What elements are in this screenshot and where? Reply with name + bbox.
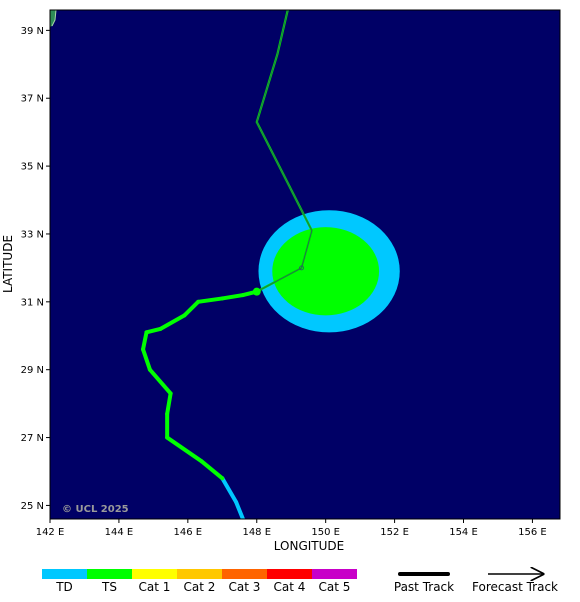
lon-tick-label: 144 E <box>105 527 134 538</box>
copyright-label: © UCL 2025 <box>62 504 129 515</box>
lon-tick-label: 146 E <box>174 527 203 538</box>
legend-swatch-cat1 <box>132 569 177 579</box>
legend-label-cat3: Cat 3 <box>229 580 261 594</box>
legend-swatch-cat2 <box>177 569 222 579</box>
lat-tick-label: 33 N <box>21 229 44 240</box>
forecast-track-centerline <box>256 10 313 292</box>
lon-tick-label: 150 E <box>311 527 340 538</box>
legend-label-ts: TS <box>101 580 117 594</box>
lat-tick-label: 29 N <box>21 365 44 376</box>
lat-tick-label: 25 N <box>21 501 44 512</box>
past-track-segment <box>158 313 187 331</box>
x-axis-title: LONGITUDE <box>274 539 344 553</box>
lat-tick-label: 27 N <box>21 433 44 444</box>
past-track-segment <box>220 476 239 505</box>
past-track-segment <box>182 299 201 318</box>
lon-tick-label: 148 E <box>242 527 271 538</box>
current-position-marker <box>252 287 261 296</box>
y-axis-title: LATITUDE <box>1 235 15 293</box>
past-track-segment <box>220 293 245 301</box>
lat-tick-label: 35 N <box>21 162 44 173</box>
plot-frame <box>49 9 561 520</box>
past-track-segment <box>147 367 173 396</box>
past-track-segment <box>196 296 225 304</box>
forecast-point-marker <box>299 265 304 271</box>
legend-swatch-ts <box>87 569 132 579</box>
legend-swatch-cat3 <box>222 569 267 579</box>
past-track-segment <box>141 330 149 352</box>
legend-swatch-cat5 <box>312 569 357 579</box>
legend-label-cat2: Cat 2 <box>184 580 216 594</box>
legend-label-cat1: Cat 1 <box>139 580 171 594</box>
past-track-segment <box>165 435 204 464</box>
legend-label-td: TD <box>55 580 73 594</box>
legend-label-cat5: Cat 5 <box>319 580 351 594</box>
lat-tick-label: 31 N <box>21 297 44 308</box>
land-sliver <box>50 10 56 27</box>
lon-tick-label: 154 E <box>449 527 478 538</box>
past-track-segment <box>144 326 163 335</box>
past-track-label: Past Track <box>394 580 454 594</box>
land-coast-highlight <box>51 10 57 27</box>
past-track-segment <box>234 500 245 519</box>
past-track-segment <box>141 347 152 372</box>
forecast-track-label: Forecast Track <box>472 580 558 594</box>
forecast-cone-ts <box>272 227 380 316</box>
past-track-segment <box>165 391 173 416</box>
past-track-segment <box>199 459 225 481</box>
plot-layer <box>50 10 400 519</box>
past-track-legend: Past Track <box>394 572 454 594</box>
category-legend: TD TS Cat 1 Cat 2 Cat 3 Cat 4 Cat 5 <box>42 569 357 594</box>
lon-tick-label: 152 E <box>380 527 409 538</box>
lon-tick-label: 156 E <box>518 527 547 538</box>
forecast-track-legend: Forecast Track <box>472 574 558 594</box>
legend-label-cat4: Cat 4 <box>274 580 306 594</box>
lat-tick-label: 37 N <box>21 94 44 105</box>
legend-swatch-cat4 <box>267 569 312 579</box>
axis-layer: 142 E 144 E 146 E 148 E 150 E 152 E 154 E 156 E… <box>21 26 547 538</box>
legend-swatch-td <box>42 569 87 579</box>
lat-tick-label: 39 N <box>21 26 44 37</box>
lon-tick-label: 142 E <box>36 527 65 538</box>
